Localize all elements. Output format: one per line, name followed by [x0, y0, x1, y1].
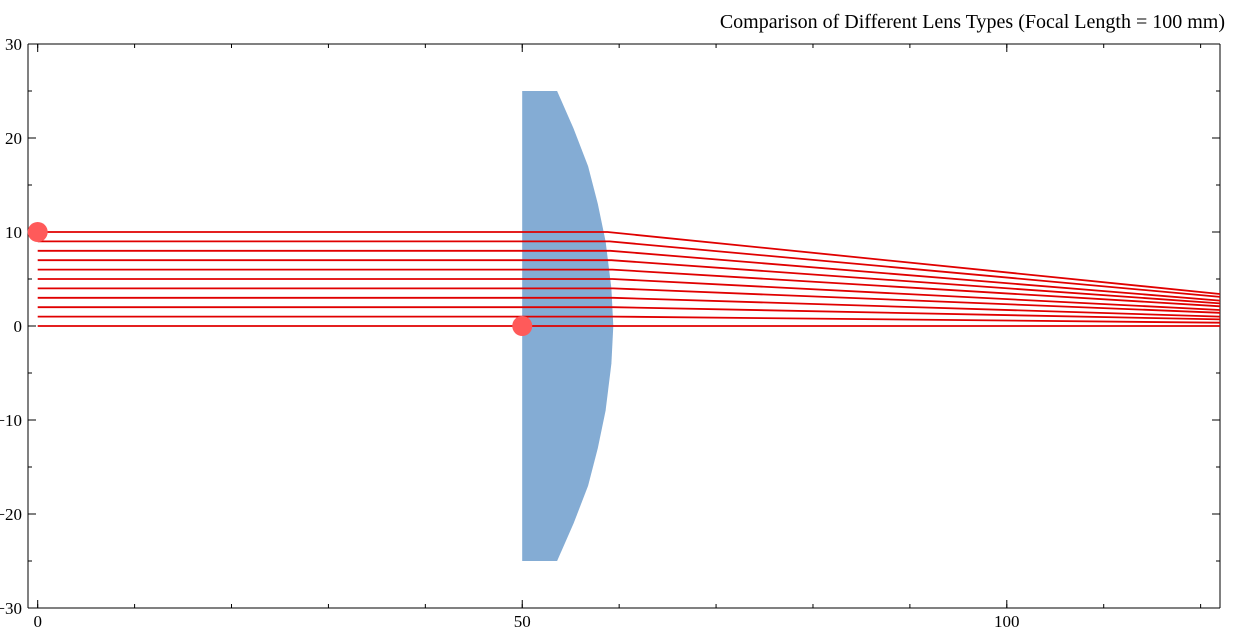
- ray-line-2: [37, 240, 1221, 298]
- x-tick-label: 50: [514, 612, 531, 631]
- y-tick-label: −10: [0, 411, 22, 430]
- y-tick-label: 0: [14, 317, 23, 336]
- ray-line-4: [37, 259, 1221, 305]
- ray-line-7: [37, 287, 1221, 314]
- y-tick-label: −20: [0, 505, 22, 524]
- x-tick-label: 100: [994, 612, 1020, 631]
- ray-line-6: [37, 278, 1221, 311]
- y-tick-label: 30: [5, 35, 22, 54]
- chart-title: Comparison of Different Lens Types (Foca…: [720, 11, 1225, 33]
- y-tick-label: 20: [5, 129, 22, 148]
- marker-point-1: [27, 222, 48, 242]
- ray-line-1: [37, 231, 1221, 295]
- ray-line-8: [37, 296, 1221, 318]
- y-tick-label: −30: [0, 599, 22, 618]
- ray-line-5: [37, 268, 1221, 308]
- marker-point-2: [512, 316, 533, 336]
- ray-line-3: [37, 249, 1221, 302]
- ray-line-10: [37, 315, 1221, 324]
- x-tick-label: 0: [33, 612, 42, 631]
- y-tick-label: 10: [5, 223, 22, 242]
- ray-line-9: [37, 306, 1221, 321]
